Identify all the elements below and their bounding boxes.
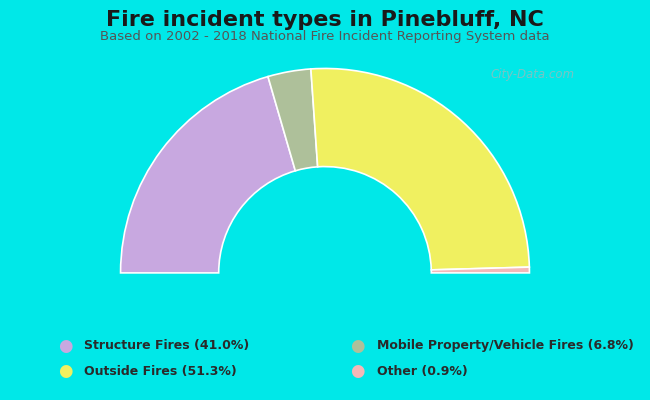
- Text: Mobile Property/Vehicle Fires (6.8%): Mobile Property/Vehicle Fires (6.8%): [377, 340, 634, 352]
- Text: ●: ●: [58, 362, 72, 380]
- Wedge shape: [311, 68, 529, 270]
- Text: Outside Fires (51.3%): Outside Fires (51.3%): [84, 365, 237, 378]
- Text: Fire incident types in Pinebluff, NC: Fire incident types in Pinebluff, NC: [106, 10, 544, 30]
- Wedge shape: [120, 76, 295, 273]
- Text: Based on 2002 - 2018 National Fire Incident Reporting System data: Based on 2002 - 2018 National Fire Incid…: [100, 30, 550, 43]
- Wedge shape: [268, 69, 318, 171]
- Text: City-Data.com: City-Data.com: [490, 68, 575, 82]
- Text: ●: ●: [350, 337, 365, 355]
- Text: Structure Fires (41.0%): Structure Fires (41.0%): [84, 340, 250, 352]
- Text: Other (0.9%): Other (0.9%): [377, 365, 468, 378]
- Wedge shape: [431, 267, 530, 273]
- Text: ●: ●: [58, 337, 72, 355]
- Text: ●: ●: [350, 362, 365, 380]
